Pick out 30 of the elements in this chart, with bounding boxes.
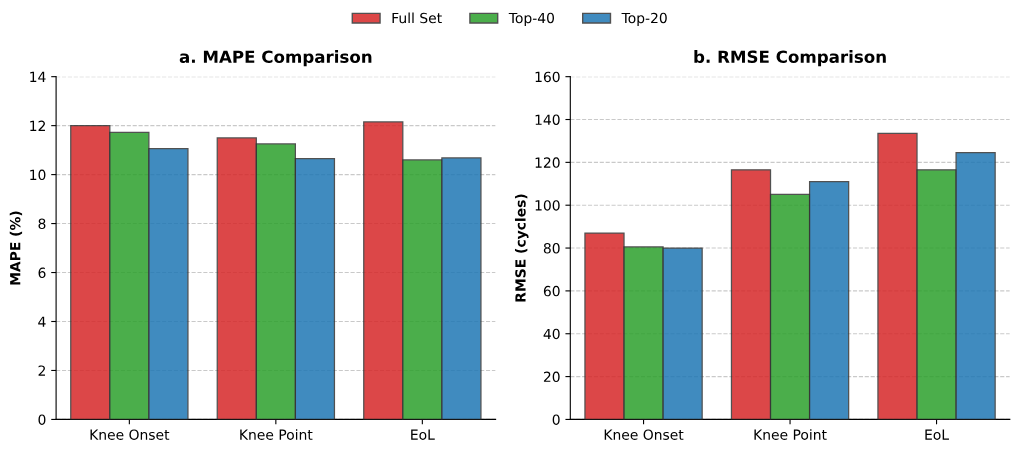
- y-tick-label: 2: [38, 365, 45, 376]
- y-tick-label: 60: [543, 285, 560, 297]
- legend-label: Full Set: [392, 12, 442, 24]
- x-tick-label: Knee Point: [240, 429, 313, 440]
- y-tick-label: 14: [30, 71, 46, 82]
- x-tick-label: EoL: [411, 429, 435, 440]
- y-tick-label: 40: [543, 328, 560, 340]
- chart-title: b. RMSE Comparison: [694, 50, 886, 67]
- x-tick-label: Knee Onset: [90, 429, 170, 440]
- legend-label: Top-40: [508, 12, 554, 26]
- y-tick-label: 140: [535, 114, 560, 125]
- y-axis-title: RMSE (cycles): [514, 194, 529, 302]
- x-tick-label: Knee Onset: [604, 429, 684, 440]
- y-tick-label: 10: [30, 169, 46, 181]
- y-tick-label: 6: [38, 267, 46, 279]
- y-tick-label: 80: [543, 243, 560, 254]
- x-tick-label: EoL: [925, 429, 949, 440]
- y-tick-label: 20: [543, 371, 560, 383]
- y-axis-title: MAPE (%): [9, 211, 23, 285]
- legend-label: Top-20: [621, 12, 667, 26]
- y-tick-label: 0: [38, 414, 46, 425]
- y-tick-label: 100: [535, 200, 560, 211]
- y-tick-label: 4: [38, 316, 46, 327]
- chart-title: a. MAPE Comparison: [179, 50, 372, 67]
- y-tick-label: 120: [535, 157, 560, 168]
- y-tick-label: 0: [552, 414, 560, 425]
- y-tick-label: 160: [535, 71, 560, 83]
- y-tick-label: 8: [38, 218, 46, 230]
- x-tick-label: Knee Point: [754, 429, 827, 440]
- y-tick-label: 12: [30, 120, 45, 131]
